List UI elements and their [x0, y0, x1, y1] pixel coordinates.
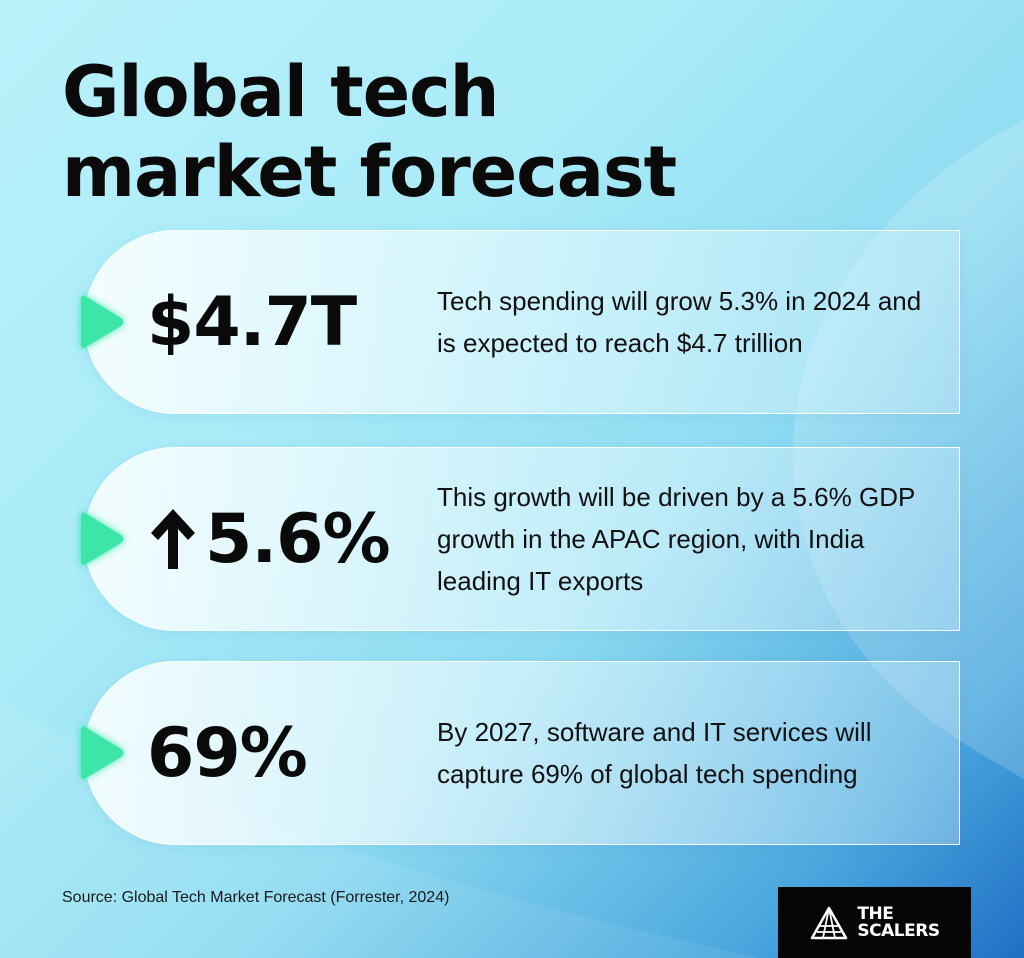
stat-description: By 2027, software and IT services will c…	[437, 717, 872, 789]
logo-text: THE SCALERS	[857, 903, 940, 941]
title-line-1: Global tech	[62, 51, 500, 133]
logo-line-2: SCALERS	[857, 920, 940, 941]
stat-value: 5.6%	[205, 499, 391, 579]
page-title: Global tech market forecast	[62, 51, 677, 213]
stat-value-group: 5.6%	[147, 448, 391, 630]
stat-value: 69%	[147, 713, 308, 793]
stat-card-software: 69% By 2027, software and IT services wi…	[81, 661, 960, 845]
play-icon	[81, 512, 124, 565]
title-line-2: market forecast	[62, 131, 677, 213]
stat-card-spending: $4.7T Tech spending will grow 5.3% in 20…	[81, 230, 960, 414]
arrow-up-icon	[151, 509, 195, 569]
source-citation: Source: Global Tech Market Forecast (For…	[62, 889, 450, 906]
the-scalers-logo: THE SCALERS	[778, 887, 971, 958]
logo-line-1: THE	[857, 903, 894, 924]
mountain-icon	[811, 906, 848, 939]
stat-card-growth: 5.6% This growth will be driven by a 5.6…	[81, 447, 960, 631]
stat-description: This growth will be driven by a 5.6% GDP…	[437, 482, 915, 596]
stat-description: Tech spending will grow 5.3% in 2024 and…	[437, 286, 922, 358]
stat-value: $4.7T	[147, 282, 357, 362]
play-icon	[81, 726, 124, 779]
play-icon	[81, 295, 124, 348]
